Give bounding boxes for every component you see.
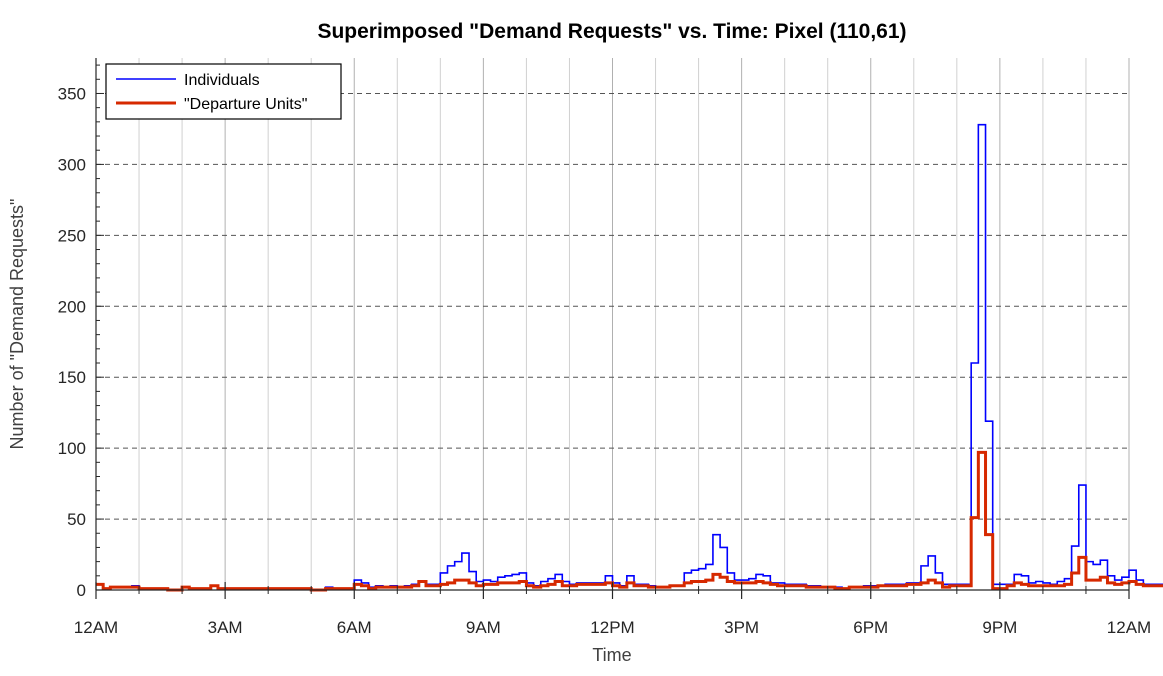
x-tick-label: 3AM — [208, 618, 243, 637]
legend: Individuals "Departure Units" — [105, 63, 342, 120]
y-tick-label: 150 — [58, 368, 86, 387]
legend-label-individuals: Individuals — [184, 72, 260, 89]
series-layer — [96, 123, 1163, 592]
x-tick-label: 12AM — [74, 618, 118, 637]
x-tick-label: 9AM — [466, 618, 501, 637]
y-tick-label: 200 — [58, 297, 86, 316]
x-tick-label: 12PM — [590, 618, 634, 637]
grid-layer — [95, 58, 1130, 590]
legend-label-departure-units: "Departure Units" — [184, 96, 307, 113]
x-tick-label: 12AM — [1107, 618, 1151, 637]
x-tick-label: 3PM — [724, 618, 759, 637]
y-tick-label: 0 — [77, 581, 86, 600]
series-line-departure-units — [96, 450, 1163, 592]
y-tick-label: 100 — [58, 439, 86, 458]
legend-box — [105, 63, 342, 120]
y-tick-label: 350 — [58, 84, 86, 103]
x-axis-label: Time — [592, 645, 631, 665]
y-tick-label: 50 — [67, 510, 86, 529]
x-tick-label: 6AM — [337, 618, 372, 637]
chart-title: Superimposed "Demand Requests" vs. Time:… — [317, 20, 906, 43]
y-tick-label: 300 — [58, 155, 86, 174]
ticks-layer: 0 50 100 150 200 250 300 350 12AM 3AM 6AM 9AM 12PM 3P… — [58, 64, 1151, 637]
x-tick-label: 6PM — [853, 618, 888, 637]
y-tick-label: 250 — [58, 226, 86, 245]
y-axis-label: Number of "Demand Requests" — [7, 199, 27, 450]
x-tick-label: 9PM — [982, 618, 1017, 637]
